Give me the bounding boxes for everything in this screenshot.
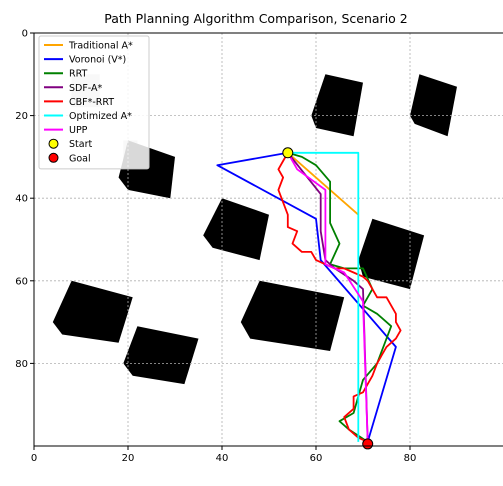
legend-label: CBF*-RRT [69, 97, 114, 108]
legend-label: Optimized A* [69, 111, 132, 122]
x-tick-label: 40 [216, 453, 229, 464]
legend-swatch [48, 138, 59, 149]
goal-marker [362, 438, 374, 450]
start-marker [282, 147, 294, 159]
obstacle [203, 198, 269, 261]
y-tick-label: 20 [15, 111, 28, 122]
legend-label: Voronoi (V*) [69, 55, 126, 66]
series-line [287, 151, 360, 442]
chart-title: Path Planning Algorithm Comparison, Scen… [104, 11, 408, 26]
legend-label: Start [69, 139, 92, 150]
x-tick-label: 20 [122, 453, 135, 464]
x-tick-label: 0 [31, 453, 37, 464]
series-line [277, 152, 402, 443]
x-tick-label: 60 [310, 453, 323, 464]
obstacle [311, 74, 363, 137]
obstacle [240, 280, 345, 351]
obstacle [52, 280, 133, 343]
y-tick-label: 0 [22, 29, 28, 40]
legend-label: UPP [69, 125, 88, 136]
series-line [287, 152, 369, 442]
legend-label: Goal [69, 153, 91, 164]
legend-swatch [48, 152, 59, 163]
x-tick-label: 80 [404, 453, 417, 464]
legend-label: RRT [69, 69, 88, 80]
obstacle [358, 218, 425, 290]
series-line [287, 151, 393, 443]
y-tick-label: 40 [15, 194, 28, 205]
obstacle [123, 326, 199, 385]
obstacle [410, 74, 457, 137]
series-line [216, 151, 397, 443]
y-tick-label: 80 [15, 359, 28, 370]
legend-label: SDF-A* [69, 83, 103, 94]
plot-frame [33, 32, 503, 447]
series-line [287, 152, 359, 216]
series-line [287, 152, 369, 442]
legend-box [38, 35, 150, 170]
y-tick-label: 60 [15, 276, 28, 287]
legend-label: Traditional A* [68, 41, 133, 52]
